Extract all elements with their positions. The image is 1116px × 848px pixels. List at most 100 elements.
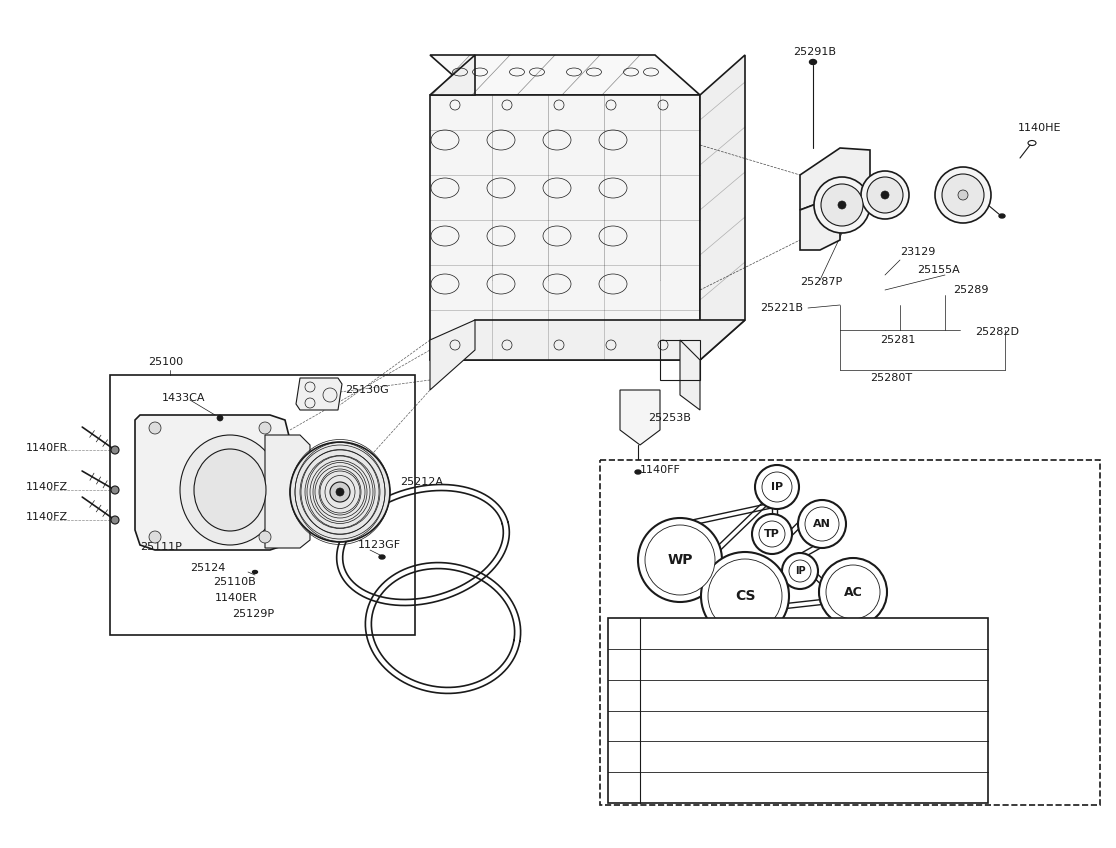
Circle shape	[789, 560, 811, 582]
Text: 25111P: 25111P	[140, 542, 182, 552]
Circle shape	[942, 174, 984, 216]
Circle shape	[150, 422, 161, 434]
Text: AN: AN	[615, 627, 634, 640]
Text: 25130G: 25130G	[345, 385, 388, 395]
Polygon shape	[430, 55, 475, 95]
Polygon shape	[430, 320, 745, 360]
Text: 25287P: 25287P	[800, 277, 843, 287]
Text: 25280T: 25280T	[870, 373, 912, 383]
Text: IP: IP	[795, 566, 806, 576]
Polygon shape	[800, 195, 840, 250]
Circle shape	[638, 518, 722, 602]
Circle shape	[259, 422, 271, 434]
Text: AN: AN	[814, 519, 831, 529]
Polygon shape	[264, 435, 310, 548]
Text: CRANKSHAFT: CRANKSHAFT	[646, 719, 735, 733]
Circle shape	[708, 559, 782, 633]
Text: IDLER PULLEY: IDLER PULLEY	[646, 750, 739, 763]
Circle shape	[821, 184, 863, 226]
Polygon shape	[135, 415, 290, 550]
Circle shape	[701, 552, 789, 640]
Text: 25281: 25281	[881, 335, 915, 345]
Circle shape	[645, 525, 715, 595]
Text: 25212A: 25212A	[400, 477, 443, 487]
Text: 25124: 25124	[190, 563, 225, 573]
Text: 1140HE: 1140HE	[1018, 123, 1061, 133]
Circle shape	[110, 446, 119, 454]
Text: 25110B: 25110B	[213, 577, 256, 587]
Ellipse shape	[999, 214, 1006, 218]
Text: AIR CON COMPRESSOR: AIR CON COMPRESSOR	[646, 658, 798, 671]
Text: 23129: 23129	[899, 247, 935, 257]
Text: 1140ER: 1140ER	[215, 593, 258, 603]
Ellipse shape	[809, 59, 817, 64]
Text: WP: WP	[613, 689, 635, 701]
Circle shape	[336, 488, 344, 496]
Text: 1140FR: 1140FR	[26, 443, 68, 453]
Text: 1140FZ: 1140FZ	[26, 512, 68, 522]
Bar	[608, 618, 988, 803]
Circle shape	[756, 465, 799, 509]
Text: ALTERNATOR: ALTERNATOR	[646, 627, 731, 640]
Text: 25155A: 25155A	[917, 265, 960, 275]
Circle shape	[150, 531, 161, 543]
Text: TP: TP	[616, 781, 633, 794]
Text: 25129P: 25129P	[232, 609, 275, 619]
Polygon shape	[296, 378, 341, 410]
Circle shape	[826, 565, 881, 619]
Text: 25253B: 25253B	[648, 413, 691, 423]
Circle shape	[217, 415, 223, 421]
Ellipse shape	[180, 435, 280, 545]
Polygon shape	[430, 320, 475, 390]
Text: IP: IP	[617, 750, 631, 763]
Text: AC: AC	[844, 585, 863, 599]
Circle shape	[110, 486, 119, 494]
Polygon shape	[700, 55, 745, 360]
Circle shape	[798, 500, 846, 548]
Text: 25291B: 25291B	[793, 47, 836, 57]
Circle shape	[814, 177, 870, 233]
Circle shape	[290, 442, 389, 542]
Text: WATER PUMP: WATER PUMP	[646, 689, 734, 701]
Ellipse shape	[292, 470, 327, 510]
Text: 1433CA: 1433CA	[162, 393, 205, 403]
Circle shape	[752, 514, 792, 554]
Text: CS: CS	[615, 719, 633, 733]
Circle shape	[881, 191, 889, 199]
Circle shape	[759, 521, 785, 547]
Text: 1123GF: 1123GF	[358, 540, 401, 550]
Ellipse shape	[194, 449, 266, 531]
Polygon shape	[800, 148, 870, 210]
Circle shape	[958, 190, 968, 200]
Circle shape	[110, 516, 119, 524]
Text: 25282D: 25282D	[975, 327, 1019, 337]
Circle shape	[762, 472, 792, 502]
Text: CS: CS	[734, 589, 756, 603]
Circle shape	[805, 507, 839, 541]
Text: TENSIONER PULLEY: TENSIONER PULLEY	[646, 781, 776, 794]
Bar	[600, 460, 1100, 805]
Polygon shape	[620, 390, 660, 445]
Polygon shape	[680, 340, 700, 410]
Text: 25289: 25289	[953, 285, 989, 295]
Polygon shape	[430, 95, 700, 360]
Circle shape	[782, 553, 818, 589]
Circle shape	[862, 171, 910, 219]
Ellipse shape	[635, 470, 641, 474]
Circle shape	[819, 558, 887, 626]
Text: 25221B: 25221B	[760, 303, 804, 313]
Ellipse shape	[252, 571, 258, 573]
Circle shape	[838, 201, 846, 209]
Text: IP: IP	[771, 482, 783, 492]
Circle shape	[935, 167, 991, 223]
Text: TP: TP	[764, 529, 780, 539]
Text: 25100: 25100	[148, 357, 183, 367]
Circle shape	[330, 482, 350, 502]
Text: 1140FZ: 1140FZ	[26, 482, 68, 492]
Text: WP: WP	[667, 553, 693, 567]
Bar	[110, 375, 415, 635]
Text: AC: AC	[615, 658, 633, 671]
Polygon shape	[430, 55, 700, 95]
Circle shape	[259, 531, 271, 543]
Circle shape	[867, 177, 903, 213]
